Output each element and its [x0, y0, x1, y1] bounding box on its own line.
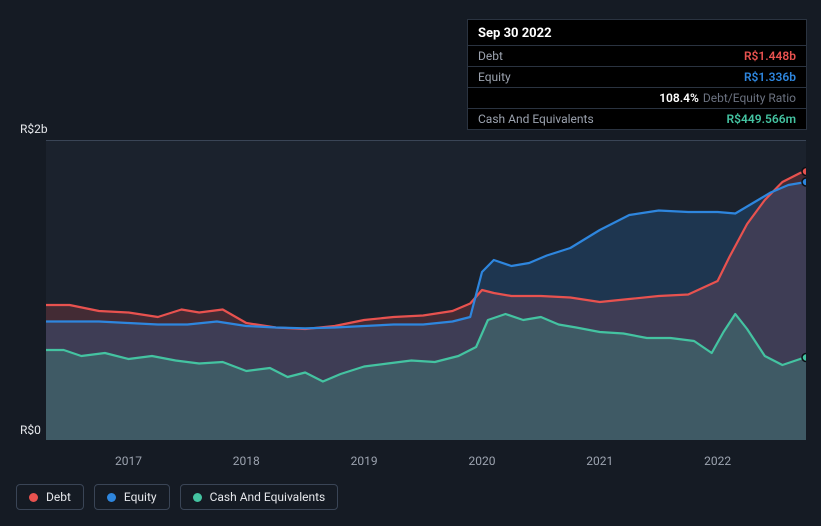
- x-tick-label: 2022: [704, 454, 731, 468]
- x-tick-label: 2019: [351, 454, 378, 468]
- y-tick-label: R$2b: [20, 122, 48, 136]
- chart-plot-area: [46, 140, 806, 440]
- series-end-marker: [802, 168, 806, 176]
- tooltip-row-label: Debt: [478, 49, 503, 63]
- legend-item-label: Debt: [46, 490, 71, 504]
- legend-item-label: Cash And Equivalents: [210, 490, 326, 504]
- x-tick-label: 2020: [468, 454, 495, 468]
- tooltip-row-label: Equity: [478, 70, 511, 84]
- legend-item[interactable]: Debt: [16, 484, 84, 510]
- series-end-marker: [802, 354, 806, 362]
- tooltip-row: Equity R$1.336b: [468, 66, 806, 87]
- tooltip-row: Cash And Equivalents R$449.566m: [468, 108, 806, 129]
- balance-chart: [46, 140, 806, 440]
- legend-swatch-icon: [29, 493, 38, 502]
- tooltip-row: 108.4%Debt/Equity Ratio: [468, 87, 806, 108]
- legend-item[interactable]: Cash And Equivalents: [180, 484, 339, 510]
- series-end-marker: [802, 178, 806, 186]
- y-tick-label: R$0: [20, 423, 41, 437]
- x-tick-label: 2021: [586, 454, 613, 468]
- tooltip-row-suffix: Debt/Equity Ratio: [703, 91, 796, 105]
- tooltip-row-label: Cash And Equivalents: [478, 112, 594, 126]
- chart-tooltip: Sep 30 2022 Debt R$1.448b Equity R$1.336b 108…: [467, 19, 807, 130]
- legend-swatch-icon: [107, 493, 116, 502]
- chart-legend: Debt Equity Cash And Equivalents: [16, 484, 338, 510]
- tooltip-row-value: R$1.448b: [744, 49, 796, 63]
- x-tick-label: 2017: [115, 454, 142, 468]
- tooltip-date: Sep 30 2022: [468, 20, 806, 45]
- tooltip-row-value: 108.4%Debt/Equity Ratio: [659, 91, 796, 105]
- x-tick-label: 2018: [233, 454, 260, 468]
- legend-item-label: Equity: [124, 490, 157, 504]
- tooltip-row-value: R$449.566m: [727, 112, 796, 126]
- tooltip-row-value: R$1.336b: [744, 70, 796, 84]
- tooltip-row: Debt R$1.448b: [468, 45, 806, 66]
- legend-swatch-icon: [193, 493, 202, 502]
- legend-item[interactable]: Equity: [94, 484, 170, 510]
